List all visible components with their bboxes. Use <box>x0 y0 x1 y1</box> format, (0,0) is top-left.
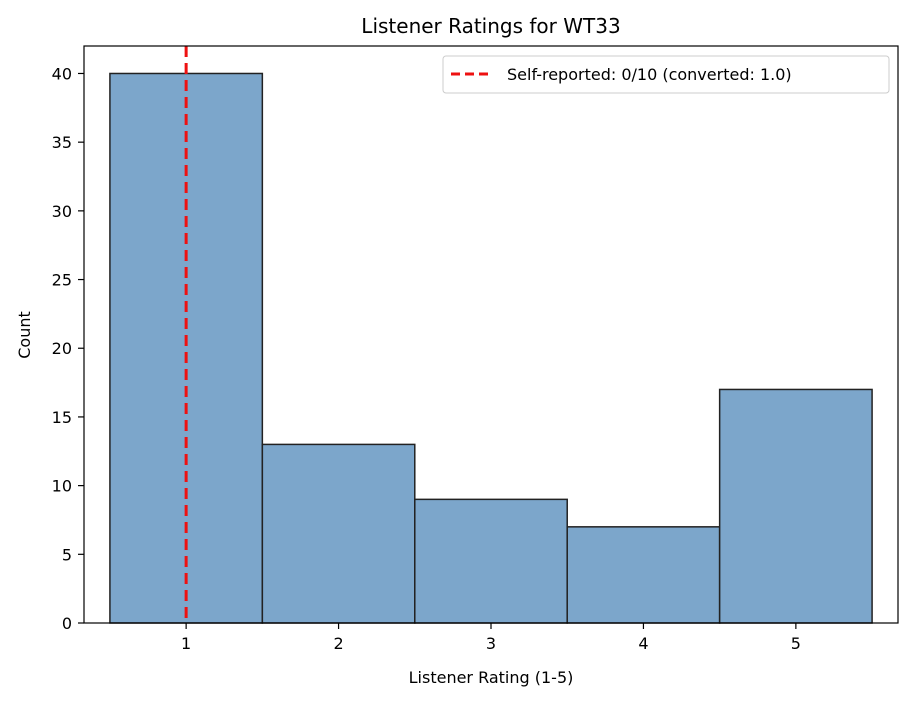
y-tick-label: 30 <box>52 202 72 221</box>
legend: Self-reported: 0/10 (converted: 1.0) <box>442 55 890 94</box>
chart-title: Listener Ratings for WT33 <box>361 14 620 38</box>
x-tick-label: 5 <box>791 634 801 653</box>
y-axis-label: Count <box>15 311 34 359</box>
bar-rating-5 <box>718 388 873 624</box>
x-tick-label: 4 <box>638 634 648 653</box>
y-tick-label: 20 <box>52 339 72 358</box>
y-tick-label: 10 <box>52 477 72 496</box>
y-tick-label: 25 <box>52 271 72 290</box>
x-tick-label: 2 <box>333 634 343 653</box>
y-tick-label: 15 <box>52 408 72 427</box>
bars-layer <box>109 72 873 624</box>
axes-layer: 1 2 3 4 5 0 5 10 15 20 25 30 35 40 <box>52 45 899 653</box>
x-axis-label: Listener Rating (1-5) <box>409 668 574 687</box>
bar-rating-2 <box>261 443 416 624</box>
legend-box <box>442 55 890 94</box>
bar-rating-3 <box>414 498 568 624</box>
bar-rating-4 <box>566 526 721 624</box>
y-tick-label: 40 <box>52 64 72 83</box>
y-tick-label: 0 <box>62 614 72 633</box>
y-tick-label: 5 <box>62 545 72 564</box>
y-tick-label: 35 <box>52 133 72 152</box>
legend-label: Self-reported: 0/10 (converted: 1.0) <box>507 65 792 84</box>
x-tick-label: 3 <box>486 634 496 653</box>
x-tick-label: 1 <box>181 634 191 653</box>
